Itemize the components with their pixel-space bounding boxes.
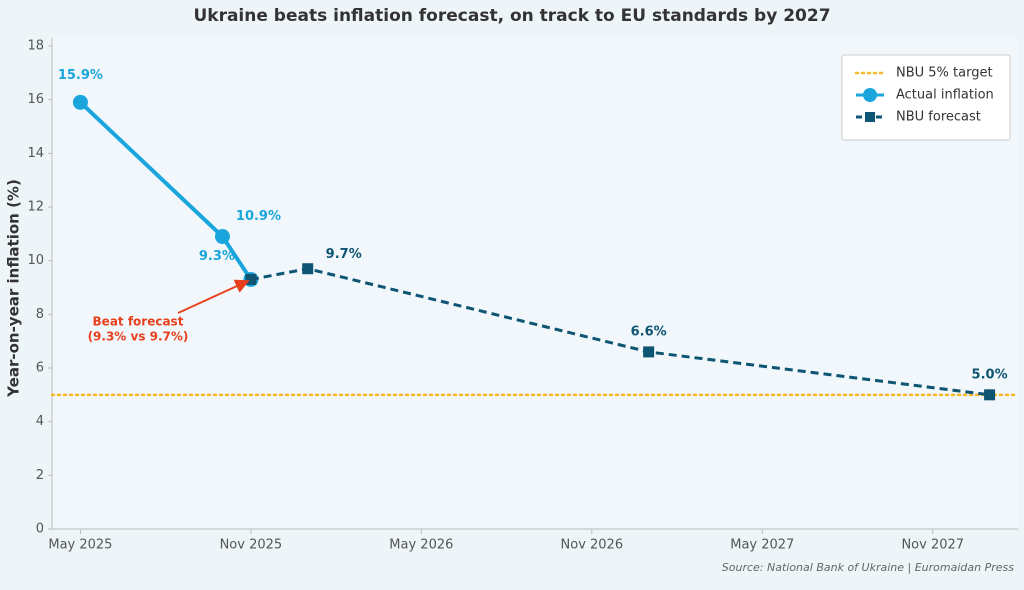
annotation-text: (9.3% vs 9.7%) [88,330,189,344]
y-tick-label: 8 [36,307,44,322]
y-tick-label: 4 [36,414,44,429]
y-tick-label: 2 [36,468,44,483]
y-tick-label: 0 [36,522,44,537]
data-label: 5.0% [972,367,1008,382]
legend-marker [865,112,875,122]
x-tick-label: Nov 2027 [901,538,964,553]
data-point [245,273,257,285]
y-tick-label: 14 [27,146,44,161]
annotation-arrow [177,279,250,314]
data-label: 9.3% [199,249,235,264]
x-tick-label: Nov 2026 [561,538,624,553]
y-tick-label: 10 [27,253,44,268]
data-label: 6.6% [631,324,667,339]
legend-label: NBU forecast [896,110,981,125]
data-point [214,229,230,245]
y-axis-label: Year-on-year inflation (%) [5,179,23,398]
data-point [72,94,88,110]
x-tick-label: May 2026 [389,538,453,553]
data-label: 9.7% [326,247,362,262]
x-tick-label: May 2025 [48,538,112,553]
legend-marker [863,88,877,102]
chart-title: Ukraine beats inflation forecast, on tra… [193,6,830,26]
legend-box [841,54,1011,141]
series-line [250,267,990,397]
legend-label: NBU 5% target [896,66,993,81]
y-tick-label: 16 [27,92,44,107]
y-tick-label: 6 [36,361,44,376]
data-point [643,346,655,358]
annotation-text: Beat forecast [93,315,184,329]
data-label: 15.9% [58,68,103,83]
source-note: Source: National Bank of Ukraine | Eurom… [722,561,1014,574]
y-tick-label: 12 [27,200,44,215]
data-point [302,263,314,275]
x-tick-label: Nov 2025 [220,538,283,553]
y-tick-label: 18 [27,39,44,54]
legend-label: Actual inflation [896,88,994,103]
data-point [984,389,996,401]
data-label: 10.9% [236,209,281,224]
x-tick-label: May 2027 [730,538,794,553]
